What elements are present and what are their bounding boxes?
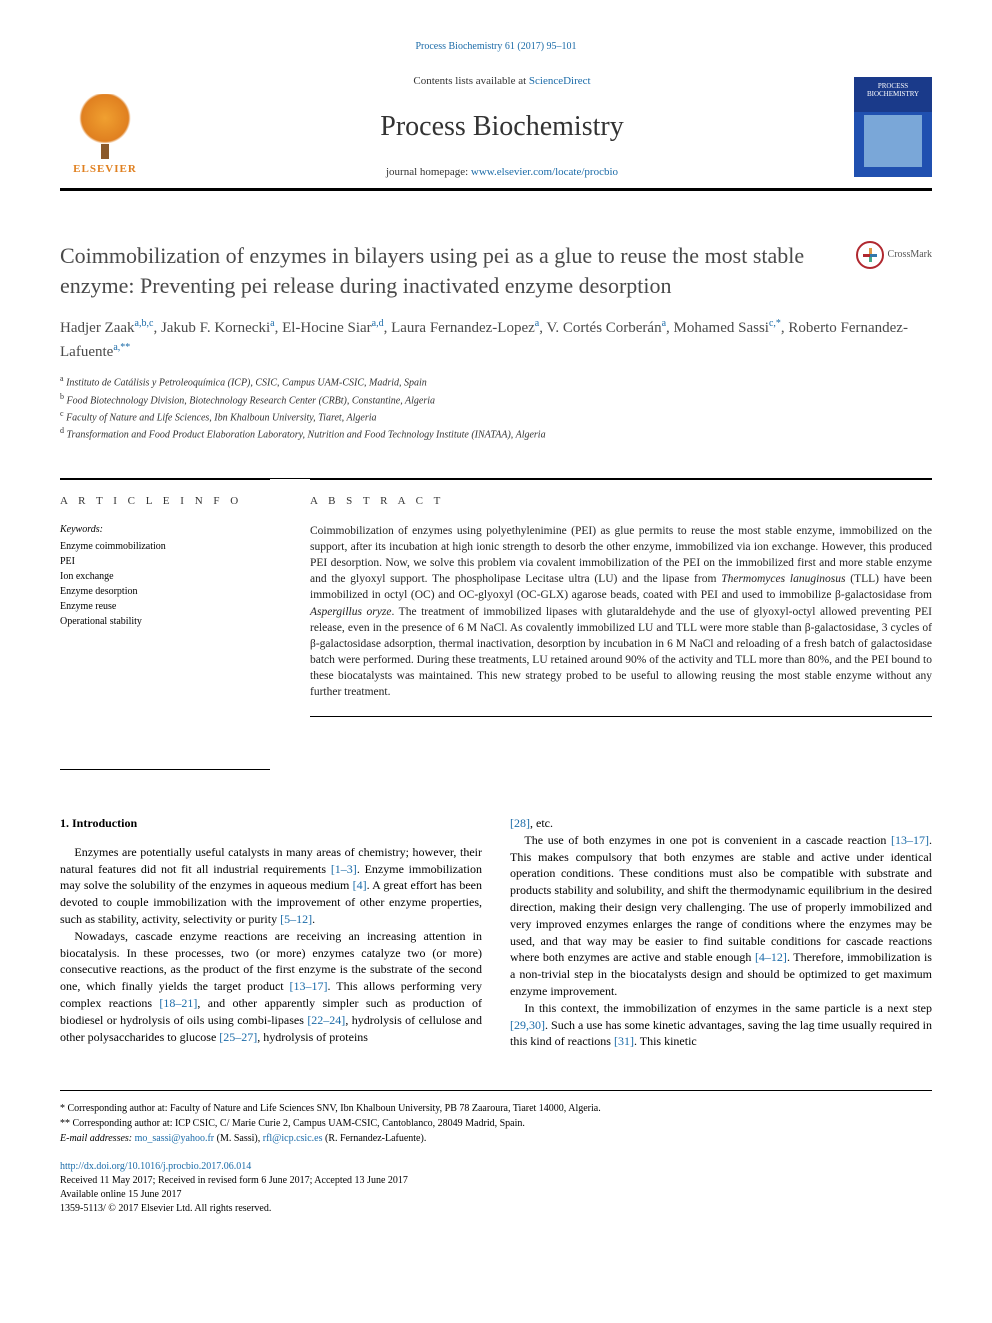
body-paragraph: [28], etc. xyxy=(510,815,932,832)
email-label: E-mail addresses: xyxy=(60,1133,135,1144)
authors-list: Hadjer Zaaka,b,c, Jakub F. Korneckia, El… xyxy=(60,316,932,363)
info-abstract-row: A R T I C L E I N F O Keywords: Enzyme c… xyxy=(60,478,932,770)
doi-block: http://dx.doi.org/10.1016/j.procbio.2017… xyxy=(60,1160,932,1216)
email-line: E-mail addresses: mo_sassi@yahoo.fr (M. … xyxy=(60,1131,932,1146)
article-info-heading: A R T I C L E I N F O xyxy=(60,494,270,509)
journal-name: Process Biochemistry xyxy=(150,107,854,146)
received-line: Received 11 May 2017; Received in revise… xyxy=(60,1174,932,1188)
body-paragraph: Enzymes are potentially useful catalysts… xyxy=(60,844,482,928)
affiliation-item: d Transformation and Food Product Elabor… xyxy=(60,425,932,442)
contents-prefix: Contents lists available at xyxy=(413,75,528,87)
homepage-prefix: journal homepage: xyxy=(386,166,471,178)
sciencedirect-link[interactable]: ScienceDirect xyxy=(529,75,591,87)
email-link-2[interactable]: rfl@icp.csic.es xyxy=(263,1133,323,1144)
affiliation-item: b Food Biotechnology Division, Biotechno… xyxy=(60,391,932,408)
keyword-item: PEI xyxy=(60,554,270,569)
affiliation-item: c Faculty of Nature and Life Sciences, I… xyxy=(60,408,932,425)
contents-line: Contents lists available at ScienceDirec… xyxy=(150,74,854,89)
body-paragraph: Nowadays, cascade enzyme reactions are r… xyxy=(60,928,482,1046)
body-col-left: 1. Introduction Enzymes are potentially … xyxy=(60,815,482,1050)
available-line: Available online 15 June 2017 xyxy=(60,1188,932,1202)
keyword-item: Enzyme coimmobilization xyxy=(60,539,270,554)
homepage-link[interactable]: www.elsevier.com/locate/procbio xyxy=(471,166,618,178)
corresponding-author-2: ** Corresponding author at: ICP CSIC, C/… xyxy=(60,1116,932,1131)
header-center: Contents lists available at ScienceDirec… xyxy=(150,74,854,180)
publisher-name: ELSEVIER xyxy=(73,162,137,177)
homepage-line: journal homepage: www.elsevier.com/locat… xyxy=(150,165,854,180)
affiliation-item: a Instituto de Catálisis y Petroleoquími… xyxy=(60,373,932,390)
issn-line: 1359-5113/ © 2017 Elsevier Ltd. All righ… xyxy=(60,1202,932,1216)
email-paren-1: (M. Sassi), xyxy=(214,1133,263,1144)
email-paren-2: (R. Fernandez-Lafuente). xyxy=(322,1133,426,1144)
article-title: Coimmobilization of enzymes in bilayers … xyxy=(60,241,856,300)
crossmark-icon xyxy=(856,241,884,269)
body-paragraph: In this context, the immobilization of e… xyxy=(510,1000,932,1050)
section-heading: 1. Introduction xyxy=(60,815,482,832)
corresponding-author-1: * Corresponding author at: Faculty of Na… xyxy=(60,1101,932,1116)
header-band: ELSEVIER Contents lists available at Sci… xyxy=(60,74,932,191)
elsevier-tree-icon xyxy=(75,94,135,154)
keyword-item: Enzyme reuse xyxy=(60,599,270,614)
keywords-list: Enzyme coimmobilizationPEIIon exchangeEn… xyxy=(60,539,270,629)
affiliations-list: a Instituto de Catálisis y Petroleoquími… xyxy=(60,373,932,442)
abstract-text: Coimmobilization of enzymes using polyet… xyxy=(310,523,932,717)
email-link-1[interactable]: mo_sassi@yahoo.fr xyxy=(135,1133,214,1144)
body-columns: 1. Introduction Enzymes are potentially … xyxy=(60,815,932,1050)
cover-title: PROCESS BIOCHEMISTRY xyxy=(854,83,932,98)
keyword-item: Operational stability xyxy=(60,614,270,629)
abstract-col: A B S T R A C T Coimmobilization of enzy… xyxy=(310,479,932,770)
article-info-col: A R T I C L E I N F O Keywords: Enzyme c… xyxy=(60,479,270,770)
journal-cover-thumbnail: PROCESS BIOCHEMISTRY xyxy=(854,77,932,177)
body-col-right: [28], etc.The use of both enzymes in one… xyxy=(510,815,932,1050)
abstract-heading: A B S T R A C T xyxy=(310,494,932,509)
article-title-row: Coimmobilization of enzymes in bilayers … xyxy=(60,241,932,300)
body-paragraph: The use of both enzymes in one pot is co… xyxy=(510,832,932,1000)
journal-reference: Process Biochemistry 61 (2017) 95–101 xyxy=(60,40,932,54)
doi-link[interactable]: http://dx.doi.org/10.1016/j.procbio.2017… xyxy=(60,1161,251,1172)
publisher-logo: ELSEVIER xyxy=(60,77,150,177)
crossmark-badge[interactable]: CrossMark xyxy=(856,241,932,269)
crossmark-label: CrossMark xyxy=(888,248,932,262)
footer-block: * Corresponding author at: Faculty of Na… xyxy=(60,1090,932,1146)
keywords-label: Keywords: xyxy=(60,523,270,537)
keyword-item: Ion exchange xyxy=(60,569,270,584)
keyword-item: Enzyme desorption xyxy=(60,584,270,599)
